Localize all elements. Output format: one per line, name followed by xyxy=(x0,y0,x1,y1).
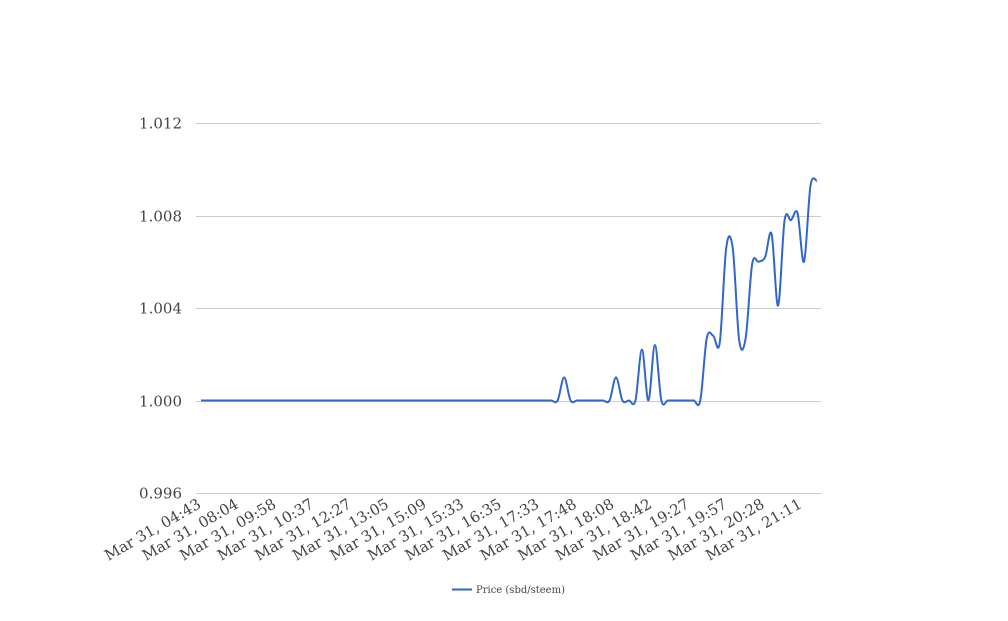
y-tick-label: 1.008 xyxy=(139,208,182,226)
y-tick-label: 1.012 xyxy=(139,115,182,133)
series-lines xyxy=(200,177,818,407)
gridlines xyxy=(196,123,821,494)
series-line-0[interactable] xyxy=(200,177,818,407)
legend[interactable]: Price (sbd/steem) xyxy=(452,585,565,596)
y-axis-ticks: 0.996 1.000 1.004 1.008 1.012 xyxy=(139,115,182,503)
y-tick-label: 1.004 xyxy=(139,300,182,318)
y-tick-label: 1.000 xyxy=(139,393,182,411)
y-tick-label: 0.996 xyxy=(139,485,182,503)
legend-label: Price (sbd/steem) xyxy=(476,585,565,596)
